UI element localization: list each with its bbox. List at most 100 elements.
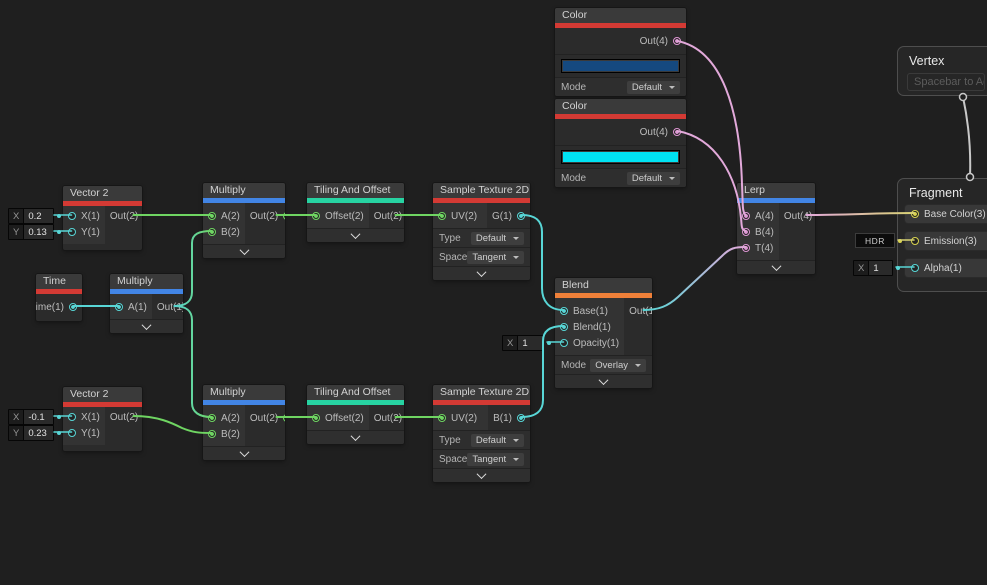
port-out[interactable]: Out(1) (152, 299, 183, 315)
port-circle[interactable] (68, 212, 76, 220)
port-x[interactable]: X(1) (63, 409, 105, 425)
port-a[interactable]: A(1) (110, 299, 152, 315)
port-out[interactable]: Out(2) (369, 208, 404, 224)
port-b[interactable]: B(2) (203, 224, 245, 240)
wire-colortop-lerpa[interactable] (676, 40, 747, 216)
port-b[interactable]: B(4) (737, 224, 779, 240)
port-out[interactable]: Out(2) (105, 208, 142, 224)
collapse-chevron[interactable] (433, 266, 530, 280)
port-opacity[interactable]: Opacity(1) (555, 335, 624, 351)
port-blend[interactable]: Blend(1) (555, 319, 624, 335)
port-circle[interactable] (68, 429, 76, 437)
node-sample-bottom[interactable]: Sample Texture 2D UV(2) B(1) Type Defaul… (433, 385, 530, 482)
collapse-chevron[interactable] (555, 374, 652, 388)
port-circle[interactable] (517, 212, 525, 220)
emission-hdr-field[interactable]: HDR (855, 233, 902, 248)
port-out[interactable]: Out(2) (245, 208, 285, 224)
space-dropdown[interactable]: Tangent (467, 250, 524, 264)
port-out-b[interactable]: B(1) (488, 410, 530, 426)
node-tiling-bottom[interactable]: Tiling And Offset Offset(2) Out(2) (307, 385, 404, 444)
port-time[interactable]: Time(1) (36, 299, 82, 315)
node-multiply-middle[interactable]: Multiply A(1) Out(1) (110, 274, 183, 333)
vector2-bottom-x-field[interactable]: X -0.1 (8, 409, 61, 425)
port-circle[interactable] (68, 413, 76, 421)
type-dropdown[interactable]: Default (470, 433, 524, 447)
port-a[interactable]: A(4) (737, 208, 779, 224)
vector2-top-y-field[interactable]: Y 0.13 (8, 224, 61, 240)
vector2-bottom-y-field[interactable]: Y 0.23 (8, 425, 61, 441)
port-out4[interactable]: Out(4) (555, 119, 686, 145)
port-t[interactable]: T(4) (737, 240, 779, 256)
port-out-g[interactable]: G(1) (487, 208, 530, 224)
port-circle[interactable] (911, 210, 919, 218)
wire-colormiddle-lerpb[interactable] (676, 130, 747, 232)
port-circle[interactable] (208, 430, 216, 438)
collapse-chevron[interactable] (110, 319, 183, 333)
node-lerp[interactable]: Lerp A(4) B(4) T(4) Out(4) (737, 183, 815, 274)
mode-dropdown[interactable]: Overlay (590, 358, 646, 372)
port-circle[interactable] (438, 414, 446, 422)
type-dropdown[interactable]: Default (470, 231, 524, 245)
port-circle[interactable] (283, 212, 285, 220)
port-offset[interactable]: Offset(2) (307, 208, 369, 224)
collapse-chevron[interactable] (433, 468, 530, 482)
port-circle[interactable] (312, 414, 320, 422)
mode-dropdown[interactable]: Default (626, 80, 680, 94)
port-circle[interactable] (911, 264, 919, 272)
node-tiling-top[interactable]: Tiling And Offset Offset(2) Out(2) (307, 183, 404, 242)
port-out[interactable]: Out(4) (779, 208, 815, 224)
wire-vertex-fragment[interactable] (962, 96, 972, 178)
port-circle[interactable] (560, 339, 568, 347)
port-out[interactable]: Out(1) (624, 303, 652, 319)
port-circle[interactable] (68, 228, 76, 236)
port-circle-out[interactable] (673, 128, 681, 136)
port-circle[interactable] (911, 237, 919, 245)
node-vector2-top[interactable]: Vector 2 X(1) Y(1) Out(2) (63, 186, 142, 250)
port-out4[interactable]: Out(4) (555, 28, 686, 54)
port-circle[interactable] (208, 414, 216, 422)
port-circle[interactable] (69, 303, 77, 311)
collapse-chevron[interactable] (203, 446, 285, 460)
port-circle[interactable] (742, 244, 750, 252)
node-color-middle[interactable]: Color Out(4) Mode Default (555, 99, 686, 187)
vertex-context[interactable]: Vertex Spacebar to Add (897, 46, 987, 96)
port-circle[interactable] (517, 414, 525, 422)
block-emission[interactable]: Emission(3) (905, 232, 987, 250)
port-out[interactable]: Out(2) (369, 410, 404, 426)
node-blend[interactable]: Blend Base(1) Blend(1) Opacity(1) Out(1)… (555, 278, 652, 388)
port-uv[interactable]: UV(2) (433, 208, 487, 224)
port-circle-out[interactable] (673, 37, 681, 45)
collapse-chevron[interactable] (307, 228, 404, 242)
collapse-chevron[interactable] (737, 260, 815, 274)
node-multiply-bottom[interactable]: Multiply A(2) B(2) Out(2) (203, 385, 285, 460)
color-swatch[interactable] (561, 59, 680, 73)
wire-blend-lerpt[interactable] (642, 246, 747, 311)
port-y[interactable]: Y(1) (63, 224, 105, 240)
block-alpha[interactable]: Alpha(1) (905, 259, 987, 277)
port-base[interactable]: Base(1) (555, 303, 624, 319)
node-multiply-top[interactable]: Multiply A(2) B(2) Out(2) (203, 183, 285, 258)
collapse-chevron[interactable] (203, 244, 285, 258)
port-b[interactable]: B(2) (203, 426, 245, 442)
port-x[interactable]: X(1) (63, 208, 105, 224)
collapse-chevron[interactable] (307, 430, 404, 444)
block-base-color[interactable]: Base Color(3) (905, 205, 987, 223)
port-circle[interactable] (742, 212, 750, 220)
wire-vector2bottom-multiplybottom[interactable] (132, 415, 213, 434)
fragment-context[interactable]: Fragment Base Color(3) Emission(3) Alpha… (897, 178, 987, 292)
node-sample-top[interactable]: Sample Texture 2D UV(2) G(1) Type Defaul… (433, 183, 530, 280)
port-circle[interactable] (312, 212, 320, 220)
port-offset[interactable]: Offset(2) (307, 410, 369, 426)
port-circle[interactable] (208, 212, 216, 220)
node-vector2-bottom[interactable]: Vector 2 X(1) Y(1) Out(2) (63, 387, 142, 451)
port-circle[interactable] (560, 323, 568, 331)
mode-dropdown[interactable]: Default (626, 171, 680, 185)
port-circle[interactable] (742, 228, 750, 236)
port-uv[interactable]: UV(2) (433, 410, 488, 426)
port-circle[interactable] (208, 228, 216, 236)
node-time[interactable]: Time Time(1) (36, 274, 82, 321)
port-circle[interactable] (283, 414, 285, 422)
